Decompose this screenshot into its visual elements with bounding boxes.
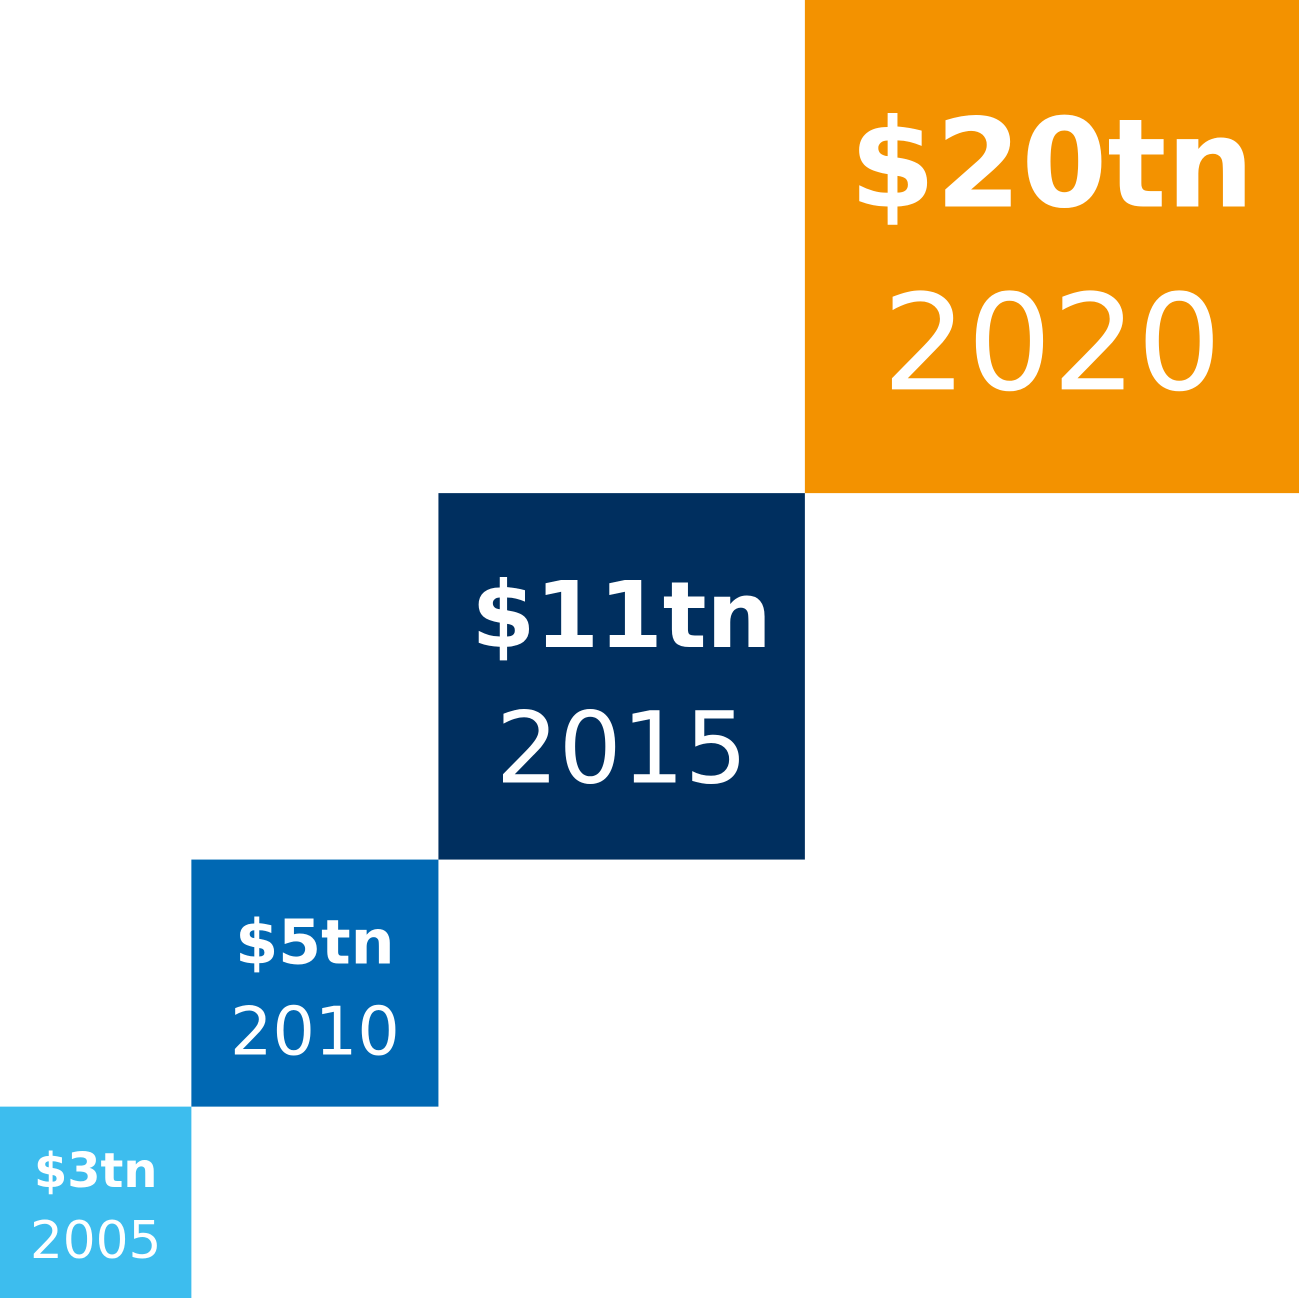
- value-label: $5tn: [235, 906, 394, 978]
- year-label: 2005: [30, 1211, 161, 1271]
- year-label: 2015: [496, 692, 748, 807]
- value-label: $11tn: [472, 562, 772, 669]
- value-label: $20tn: [850, 93, 1255, 237]
- year-label: 2020: [882, 266, 1222, 421]
- year-label: 2010: [230, 993, 400, 1071]
- square: [438, 493, 805, 860]
- square: [804, 0, 1299, 494]
- square: [191, 859, 439, 1107]
- value-label: $3tn: [34, 1144, 157, 1199]
- square: [0, 1106, 192, 1298]
